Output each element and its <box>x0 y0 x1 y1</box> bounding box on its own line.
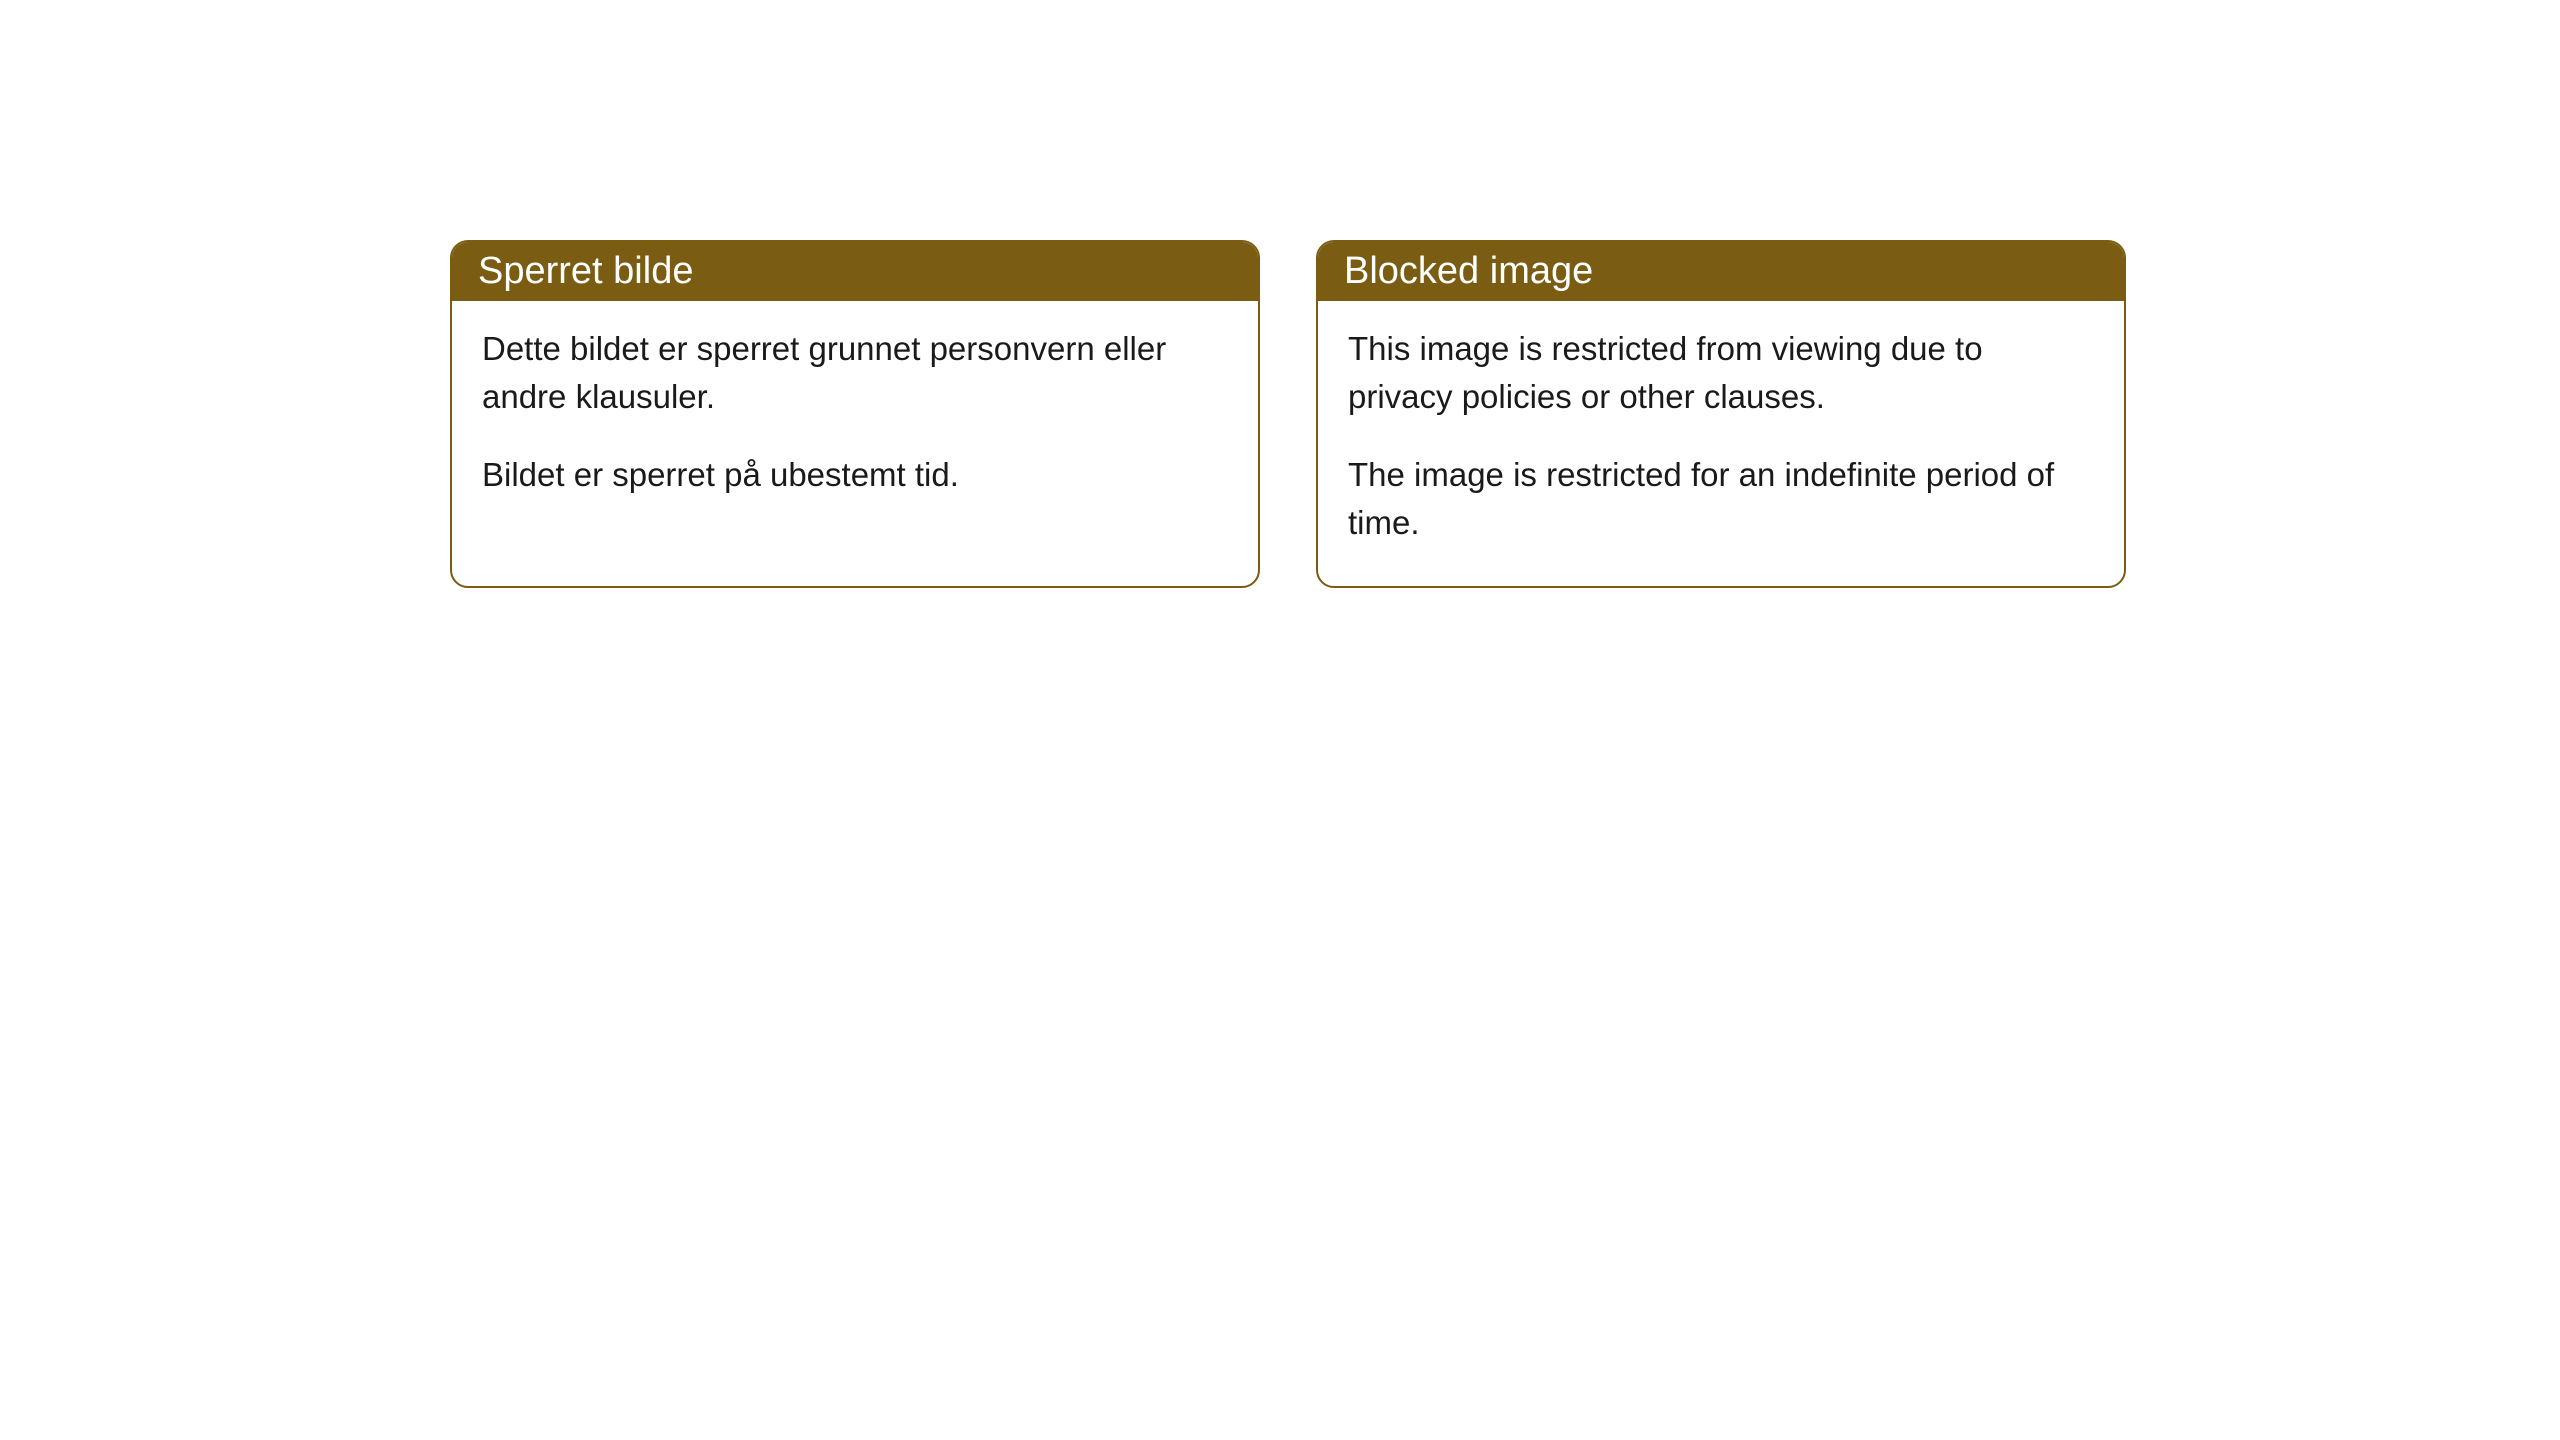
card-body-norwegian: Dette bildet er sperret grunnet personve… <box>452 301 1258 539</box>
card-header-english: Blocked image <box>1318 242 2124 301</box>
card-title: Blocked image <box>1344 250 1593 292</box>
card-body-english: This image is restricted from viewing du… <box>1318 301 2124 586</box>
card-header-norwegian: Sperret bilde <box>452 242 1258 301</box>
notice-text-2: Bildet er sperret på ubestemt tid. <box>482 451 1228 499</box>
notice-text-2: The image is restricted for an indefinit… <box>1348 451 2094 547</box>
blocked-image-card-english: Blocked image This image is restricted f… <box>1316 240 2126 588</box>
notice-container: Sperret bilde Dette bildet er sperret gr… <box>0 0 2560 588</box>
card-title: Sperret bilde <box>478 250 693 292</box>
blocked-image-card-norwegian: Sperret bilde Dette bildet er sperret gr… <box>450 240 1260 588</box>
notice-text-1: This image is restricted from viewing du… <box>1348 325 2094 421</box>
notice-text-1: Dette bildet er sperret grunnet personve… <box>482 325 1228 421</box>
